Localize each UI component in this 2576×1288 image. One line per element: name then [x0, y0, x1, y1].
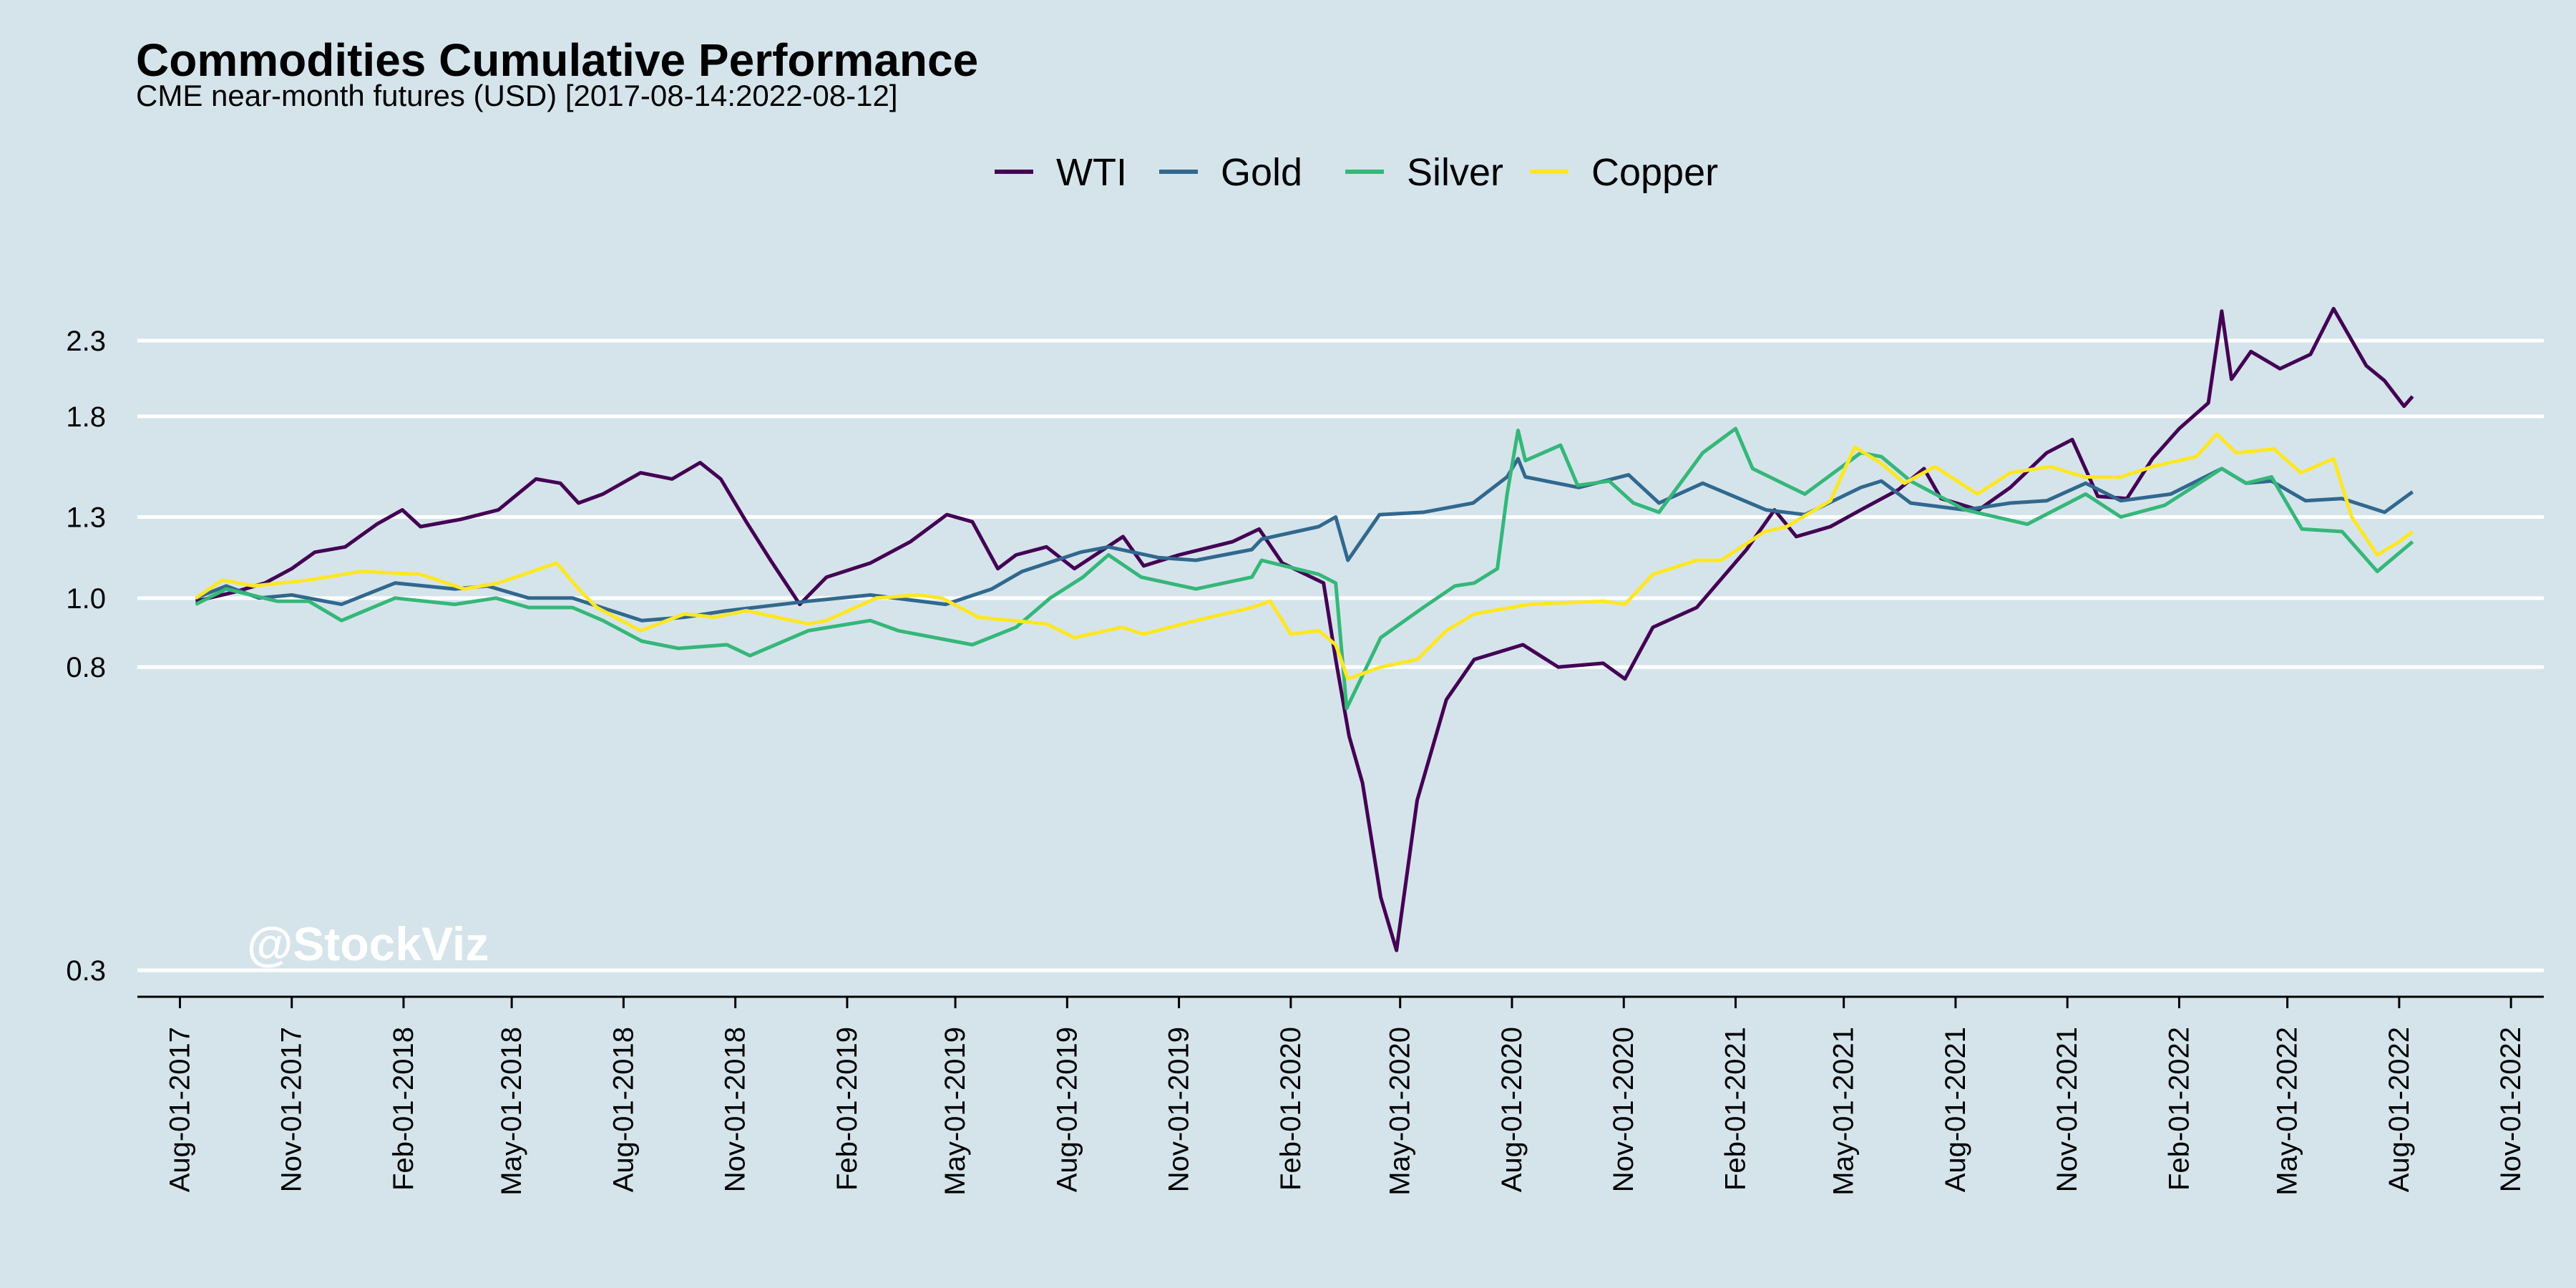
x-tick-label: May-01-2020: [1385, 1027, 1416, 1196]
x-tick-label: Feb-01-2021: [1720, 1027, 1752, 1191]
x-tick-label: Feb-01-2019: [831, 1027, 863, 1191]
x-tick-label: May-01-2022: [2272, 1027, 2303, 1196]
x-tick-label: Aug-01-2017: [164, 1027, 195, 1192]
x-tick-label: Feb-01-2018: [388, 1027, 419, 1191]
x-tick-label: May-01-2019: [940, 1027, 971, 1196]
chart-title: Commodities Cumulative Performance: [136, 34, 978, 86]
y-tick-label: 2.3: [66, 326, 106, 357]
series-lines: [195, 306, 2414, 952]
x-tick-label: Aug-01-2018: [608, 1027, 639, 1192]
y-tick-label: 0.3: [66, 955, 106, 987]
x-tick-label: Aug-01-2020: [1496, 1027, 1528, 1192]
series-line-silver: [195, 426, 2414, 711]
x-axis: Aug-01-2017 Nov-01-2017 Feb-01-2018 May-01-…: [137, 995, 2544, 1196]
x-tick-label: Nov-01-2017: [276, 1027, 308, 1192]
legend-label-silver: Silver: [1407, 151, 1503, 194]
series-line-gold: [195, 457, 2414, 623]
y-axis-ticks: 0.3 0.8 1.0 1.3 1.8 2.3: [66, 326, 106, 987]
y-tick-label: 1.0: [66, 583, 106, 615]
y-tick-label: 0.8: [66, 652, 106, 683]
series-line-wti: [195, 306, 2414, 952]
y-tick-label: 1.8: [66, 401, 106, 433]
grid-lines: [137, 338, 2544, 972]
watermark-label: @StockViz: [247, 917, 489, 970]
legend-label-gold: Gold: [1221, 151, 1302, 194]
x-tick-label: Nov-01-2018: [720, 1027, 751, 1192]
x-tick-label: Aug-01-2022: [2384, 1027, 2415, 1192]
x-tick-label: May-01-2021: [1828, 1027, 1860, 1196]
legend-label-wti: WTI: [1056, 151, 1127, 194]
x-tick-label: Nov-01-2020: [1608, 1027, 1639, 1192]
x-tick-label: Nov-01-2019: [1163, 1027, 1195, 1192]
y-tick-label: 1.3: [66, 502, 106, 533]
chart-subtitle: CME near-month futures (USD) [2017-08-14…: [136, 79, 898, 112]
x-tick-label: May-01-2018: [496, 1027, 527, 1196]
x-tick-label: Feb-01-2022: [2163, 1027, 2195, 1191]
legend: WTI Gold Silver Copper: [995, 151, 1718, 194]
x-tick-label: Nov-01-2022: [2495, 1027, 2527, 1192]
legend-label-copper: Copper: [1591, 151, 1718, 194]
x-tick-label: Aug-01-2019: [1051, 1027, 1083, 1192]
x-tick-label: Feb-01-2020: [1275, 1027, 1307, 1191]
x-tick-label: Nov-01-2021: [2051, 1027, 2083, 1192]
series-line-copper: [195, 432, 2414, 681]
x-tick-label: Aug-01-2021: [1940, 1027, 1971, 1192]
